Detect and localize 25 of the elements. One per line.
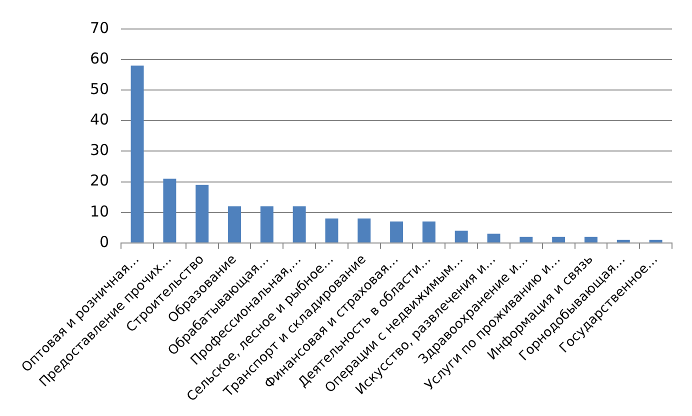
bar (130, 66, 144, 242)
bar (422, 222, 436, 242)
y-tick-label: 30 (90, 141, 110, 160)
y-tick-label: 60 (90, 49, 110, 68)
bar (196, 184, 209, 242)
bar (325, 218, 338, 242)
bar (454, 230, 468, 242)
bar (552, 236, 566, 242)
bar (292, 206, 306, 242)
bar (163, 178, 176, 242)
bar (487, 234, 500, 242)
bar (520, 236, 533, 242)
bar (228, 206, 241, 242)
y-tick-label: 40 (90, 110, 110, 129)
y-tick-label: 10 (90, 202, 110, 220)
y-tick-label: 20 (90, 172, 110, 190)
bar (260, 206, 274, 242)
bar (358, 218, 371, 242)
bar (584, 236, 598, 242)
bar (616, 240, 630, 242)
bar (649, 240, 662, 242)
y-tick-label: 70 (90, 18, 110, 37)
bar (390, 222, 404, 242)
y-tick-label: 0 (100, 232, 110, 251)
y-tick-label: 50 (90, 80, 110, 98)
